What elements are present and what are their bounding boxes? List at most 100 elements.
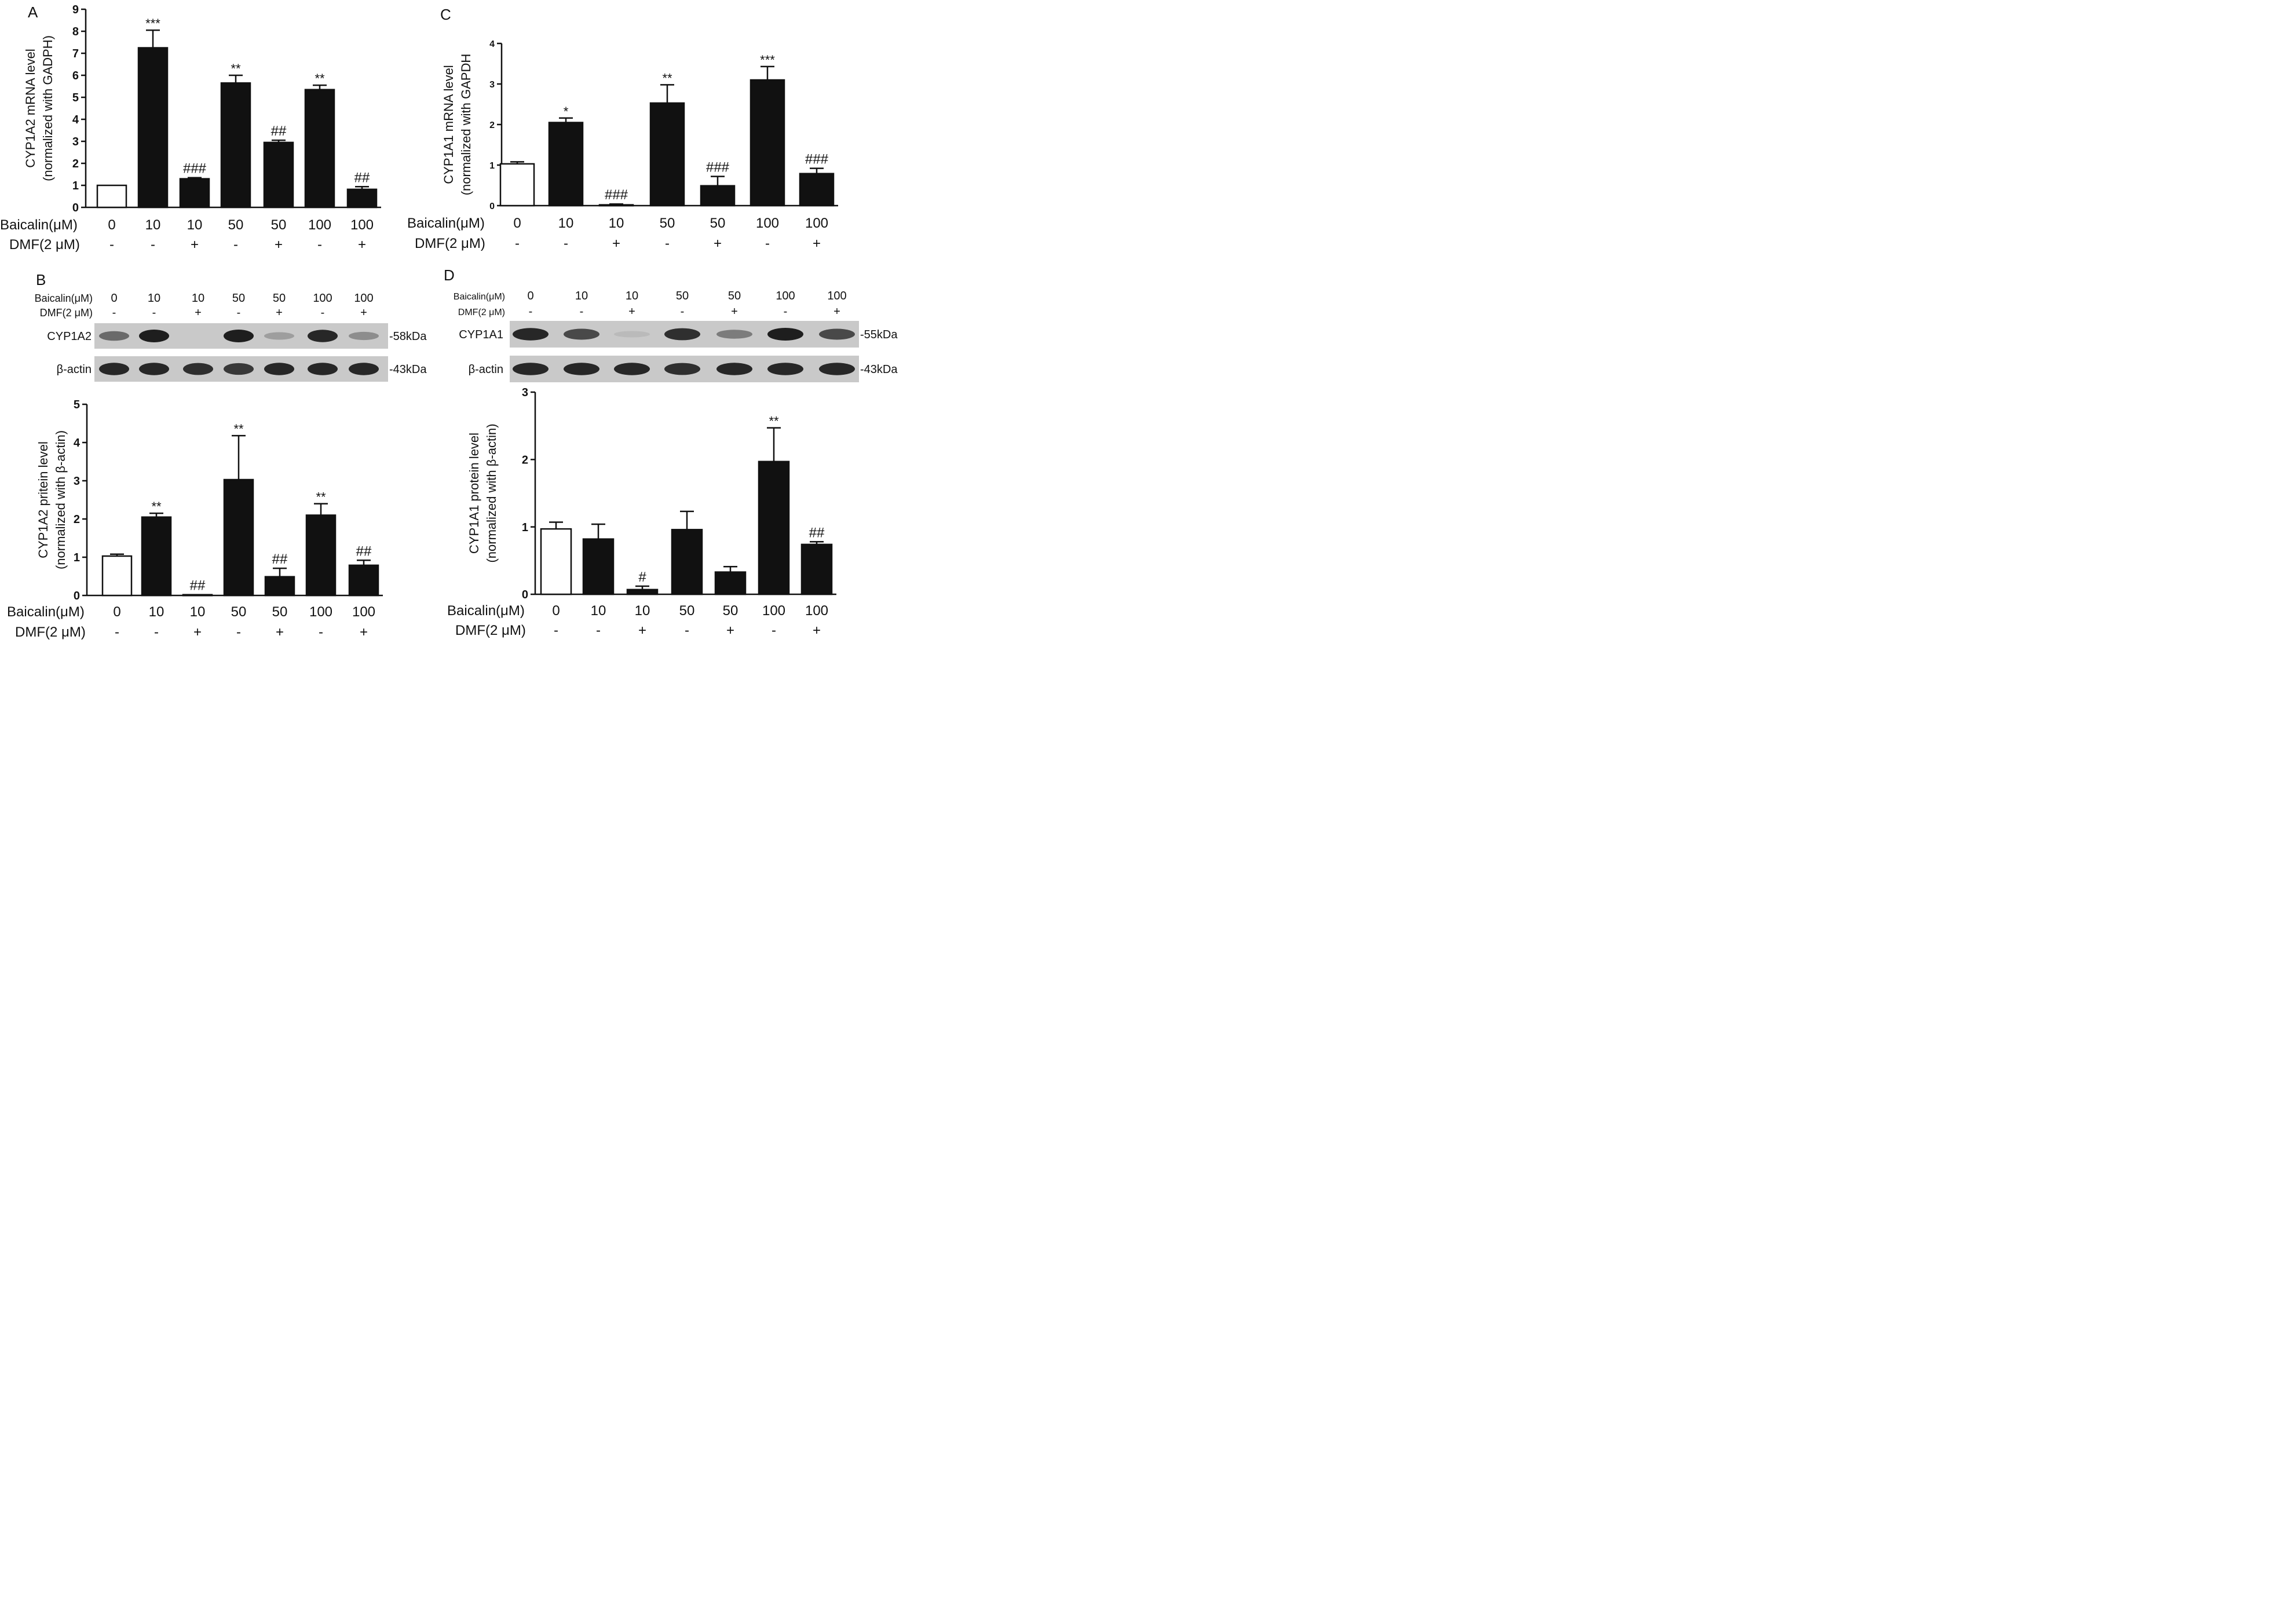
- bar-a-1: [137, 47, 169, 209]
- y-axis-subtitle-b: (normalized with β-actin): [53, 430, 68, 569]
- y-tick-label-a: 8: [72, 25, 79, 38]
- row-label-baicalin-b: Baicalin(μM): [7, 604, 85, 620]
- y-tick-label-a: 7: [72, 47, 79, 60]
- blot-band-b-0-6: [349, 331, 379, 341]
- blot-dose-b-5: 100: [313, 292, 332, 305]
- dmf-status-a-2: +: [191, 237, 199, 253]
- bar-d-2: [626, 588, 659, 595]
- blot-dmf-b-4: +: [276, 306, 283, 319]
- blot-band-b-1-0: [99, 363, 129, 375]
- y-tick-label-c: 3: [489, 80, 495, 90]
- y-tick-label-d: 1: [522, 521, 528, 534]
- blot-dose-b-3: 50: [232, 292, 245, 305]
- baicalin-dose-b-6: 100: [352, 604, 375, 620]
- significance-label-d-5: **: [769, 414, 779, 429]
- y-axis-subtitle-c: (normalized with GAPDH: [459, 54, 473, 196]
- y-tick-label-a: 5: [72, 92, 79, 104]
- bar-b-5: [305, 514, 337, 597]
- bar-d-0: [540, 528, 572, 595]
- y-tick-label-c: 2: [489, 120, 495, 130]
- bar-a-2: [179, 178, 210, 209]
- baicalin-dose-b-2: 10: [190, 604, 206, 620]
- significance-label-c-3: **: [662, 71, 672, 85]
- panel-label-c: C: [440, 6, 451, 23]
- bar-a-0: [96, 184, 127, 209]
- y-axis-subtitle-a: (normalized with GADPH): [41, 35, 55, 181]
- dmf-status-d-4: +: [726, 623, 734, 638]
- blot-protein-label-b-1: β-actin: [57, 363, 92, 376]
- dmf-status-a-1: -: [151, 237, 155, 253]
- blot-dmf-d-4: +: [731, 305, 738, 318]
- y-tick-label-b: 5: [74, 399, 80, 411]
- baicalin-dose-a-2: 10: [187, 217, 203, 233]
- baicalin-dose-c-1: 10: [558, 215, 574, 231]
- blot-band-d-0-0: [513, 328, 549, 341]
- y-axis-title-b: CYP1A2 pritein level: [36, 441, 50, 558]
- significance-label-b-6: ##: [356, 543, 372, 559]
- blot-band-d-1-3: [664, 363, 700, 375]
- blot-dmf-b-6: +: [360, 306, 367, 319]
- significance-label-c-1: *: [564, 104, 569, 119]
- row-label-baicalin-a: Baicalin(μM): [0, 217, 78, 233]
- bar-c-2: [598, 204, 634, 207]
- baicalin-dose-c-0: 0: [513, 215, 521, 231]
- y-tick-label-a: 0: [72, 202, 79, 214]
- bar-d-5: [758, 460, 790, 595]
- blot-band-d-1-2: [614, 363, 650, 375]
- blot-dose-d-6: 100: [827, 290, 846, 302]
- baicalin-dose-d-2: 10: [635, 603, 650, 619]
- dmf-status-d-1: -: [596, 623, 601, 638]
- blot-band-d-0-4: [716, 330, 752, 339]
- y-tick-label-a: 9: [72, 3, 79, 16]
- blot-dmf-d-3: -: [681, 305, 685, 318]
- blot-dmf-d-5: -: [784, 305, 788, 318]
- dmf-status-b-5: -: [319, 624, 323, 640]
- dmf-status-c-1: -: [564, 236, 568, 251]
- baicalin-dose-c-5: 100: [756, 215, 779, 231]
- baicalin-dose-c-6: 100: [805, 215, 828, 231]
- baicalin-dose-c-3: 50: [660, 215, 675, 231]
- significance-label-a-1: ***: [145, 16, 160, 31]
- blot-dose-b-4: 50: [273, 292, 286, 305]
- blot-band-d-1-0: [513, 363, 549, 375]
- baicalin-dose-d-0: 0: [552, 603, 560, 619]
- blot-dose-d-1: 10: [575, 290, 588, 302]
- dmf-status-d-5: -: [772, 623, 776, 638]
- blot-band-d-1-5: [767, 363, 803, 375]
- bar-b-6: [348, 564, 379, 597]
- blot-header-dmf-d: DMF(2 μM): [458, 308, 505, 317]
- y-tick-label-a: 4: [72, 114, 79, 126]
- bar-b-2: [182, 594, 213, 597]
- blot-dmf-d-2: +: [628, 305, 635, 318]
- blot-dose-b-6: 100: [354, 292, 373, 305]
- bar-a-6: [346, 188, 378, 209]
- bar-c-3: [649, 102, 685, 207]
- baicalin-dose-b-4: 50: [272, 604, 288, 620]
- blot-dose-d-0: 0: [527, 290, 533, 302]
- dmf-status-b-4: +: [276, 624, 284, 640]
- blot-header-baicalin-d: Baicalin(μM): [454, 292, 505, 302]
- y-tick-label-c: 4: [489, 39, 495, 49]
- dmf-status-b-3: -: [236, 624, 241, 640]
- blot-band-d-1-6: [819, 363, 855, 375]
- bar-c-0: [499, 163, 535, 207]
- significance-label-b-4: ##: [272, 551, 288, 567]
- bar-b-0: [101, 555, 133, 597]
- y-tick-label-b: 4: [74, 437, 81, 449]
- blot-band-b-1-4: [264, 363, 294, 375]
- blot-dose-b-1: 10: [148, 292, 160, 305]
- blot-dmf-d-0: -: [529, 305, 533, 318]
- blot-band-b-0-4: [264, 332, 294, 340]
- blot-band-b-0-0: [99, 331, 129, 341]
- blot-dmf-d-6: +: [833, 305, 840, 318]
- y-tick-label-c: 1: [489, 161, 495, 171]
- significance-label-d-2: #: [638, 569, 646, 585]
- panel-label-b: B: [36, 271, 46, 288]
- blot-size-marker-b-0: -58kDa: [389, 330, 427, 343]
- baicalin-dose-a-6: 100: [350, 217, 374, 233]
- bar-c-1: [548, 122, 584, 207]
- row-label-dmf-b: DMF(2 μM): [15, 624, 86, 640]
- y-tick-label-a: 6: [72, 70, 79, 82]
- y-tick-label-b: 0: [74, 590, 80, 602]
